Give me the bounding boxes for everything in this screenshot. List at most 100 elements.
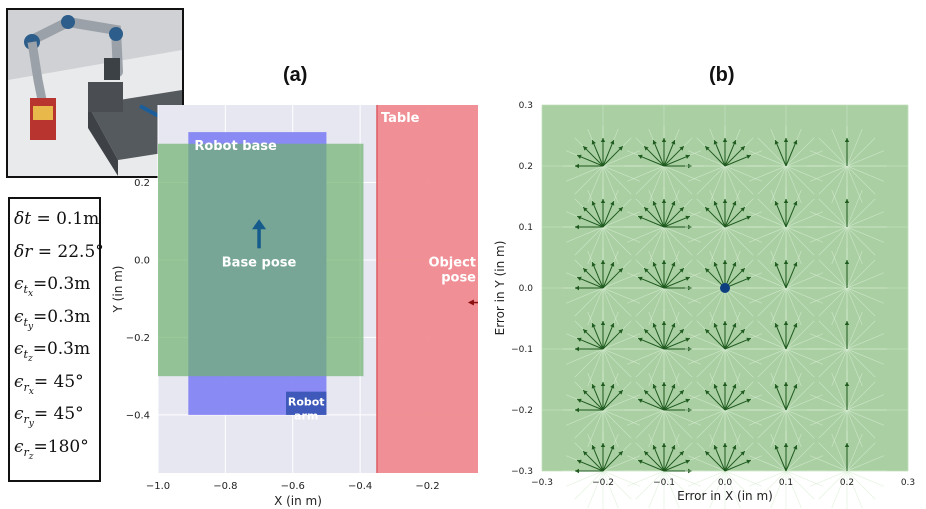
arrow-head (671, 262, 676, 267)
arrow-head (577, 337, 582, 342)
arrow-head (722, 382, 728, 386)
faint-ray (846, 455, 885, 472)
arrow-head (661, 138, 667, 142)
arrow-shaft (724, 200, 737, 228)
faint-ray (757, 442, 787, 472)
faint-ray (724, 165, 754, 195)
arrow-head (652, 140, 657, 145)
arrow-head (591, 445, 596, 450)
arrow-shaft (785, 261, 798, 289)
faint-ray (687, 165, 726, 182)
arrow-shaft (663, 389, 685, 411)
arrow-shaft (663, 276, 691, 289)
faint-ray (635, 470, 665, 500)
arrow-head (583, 451, 588, 456)
faint-ray (785, 348, 815, 378)
arrow-head (600, 443, 606, 447)
faint-ray (602, 287, 632, 317)
arrow-head (783, 382, 789, 386)
arrow-head (575, 407, 579, 413)
faint-ray (574, 409, 604, 439)
base-pose-label: Base pose (222, 255, 297, 270)
faint-ray (818, 381, 848, 411)
arrow-shaft (774, 200, 787, 228)
faint-ray (748, 455, 787, 472)
faint-ray (724, 470, 741, 509)
arrow-head (652, 262, 657, 267)
param-eps-tz: ϵtz=0.3m (14, 339, 91, 365)
faint-ray (663, 409, 693, 439)
arrow-cluster-2-2 (685, 248, 765, 328)
arrow-shaft (663, 139, 676, 167)
faint-ray (818, 409, 848, 439)
faint-ray (846, 442, 876, 472)
faint-ray (757, 259, 787, 289)
arrow-head (583, 390, 588, 395)
arrow-shaft (591, 322, 604, 350)
faint-ray (565, 348, 604, 365)
arrow-shaft (724, 383, 737, 411)
arrow-head (740, 268, 745, 273)
arrow-head (671, 201, 676, 206)
arrow-head (774, 384, 779, 389)
arrow-head (793, 262, 798, 267)
faint-ray (565, 165, 604, 182)
arrow-shaft (663, 200, 676, 228)
faint-ray (846, 250, 863, 289)
arrow-head (671, 445, 676, 450)
faint-ray (785, 381, 815, 411)
arrow-head (746, 337, 751, 342)
arrow-shaft (602, 383, 615, 411)
faint-ray (748, 287, 787, 304)
arrow-shaft (663, 154, 691, 167)
arrow-head (740, 207, 745, 212)
faint-ray (696, 409, 726, 439)
param-eps-rx: ϵrx= 45° (14, 371, 84, 398)
arrow-head (732, 201, 737, 206)
faint-ray (724, 287, 754, 317)
faint-ray (748, 394, 787, 411)
arrow-head (705, 451, 710, 456)
arrow-head (793, 384, 798, 389)
y-tick-label-6: −0.3 (511, 467, 533, 477)
y-tick-label-2: 0.1 (519, 223, 533, 233)
arrow-shaft (663, 328, 685, 350)
faint-ray (696, 165, 726, 195)
arrow-head (644, 146, 649, 151)
arrow-head (685, 459, 690, 464)
y-tick-label-5: −0.2 (511, 406, 533, 416)
arrow-head (618, 268, 623, 273)
arrow-cluster-4-5 (807, 431, 887, 509)
faint-ray (818, 198, 848, 228)
arrow-head (577, 459, 582, 464)
arrow-shaft (663, 261, 676, 289)
arrow-shaft (591, 139, 604, 167)
arrow-shaft (704, 145, 726, 167)
faint-ray (818, 226, 848, 256)
arrow-head (610, 384, 615, 389)
arrow-head (732, 323, 737, 328)
arrow-shaft (774, 139, 787, 167)
arrow-head (713, 384, 718, 389)
faint-ray (846, 409, 885, 426)
faint-ray (846, 165, 885, 182)
arrow-shaft (713, 383, 726, 411)
arrow-head (793, 201, 798, 206)
param-delta-r: δr = 22.5° (14, 241, 104, 262)
faint-ray (831, 433, 848, 472)
arrow-shaft (652, 139, 665, 167)
arrow-shaft (652, 383, 665, 411)
arrow-shaft (663, 215, 691, 228)
faint-ray (696, 470, 726, 500)
arrow-head (713, 262, 718, 267)
faint-ray (757, 320, 787, 350)
faint-ray (663, 470, 693, 500)
faint-ray (785, 198, 815, 228)
faint-ray (574, 165, 604, 195)
arrow-head (722, 199, 728, 203)
faint-ray (846, 287, 885, 304)
arrow-shaft (602, 206, 624, 228)
arrow-head (575, 224, 579, 230)
x-tick-label-6: 0.3 (901, 478, 915, 488)
arrow-shaft (663, 459, 691, 472)
